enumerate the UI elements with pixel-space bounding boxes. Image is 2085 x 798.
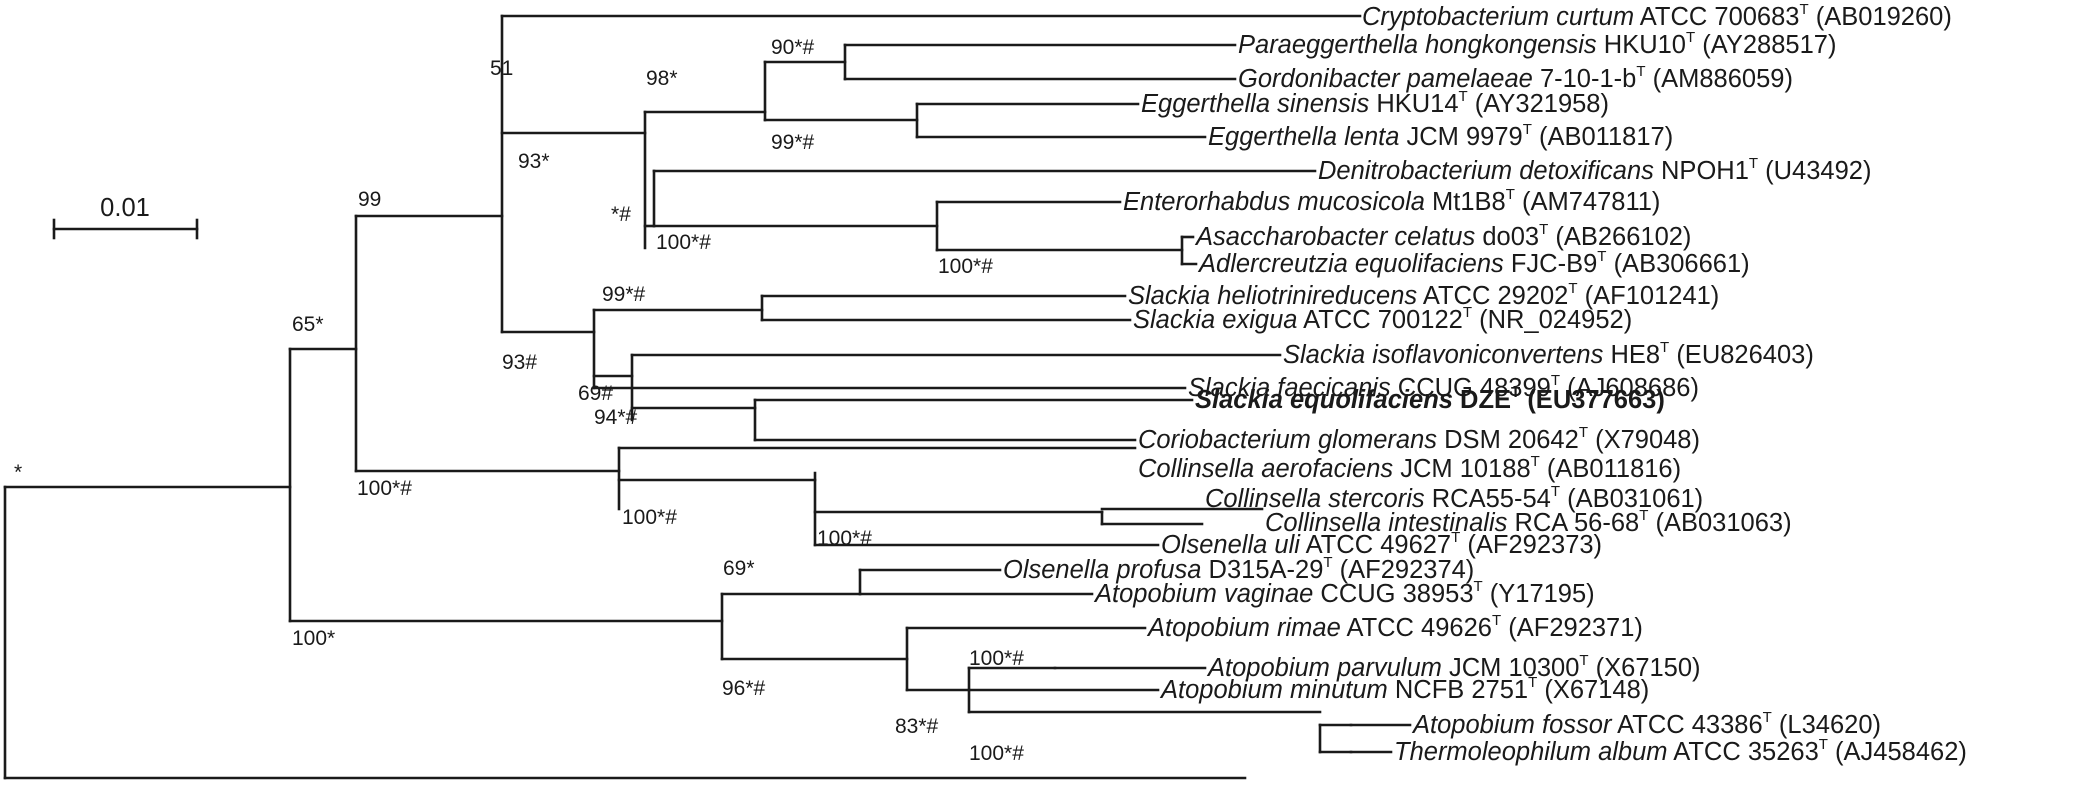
tree-branches — [3, 14, 1412, 780]
taxon-label: Olsenella uli ATCC 49627T (AF292373) — [1161, 520, 1602, 559]
taxon-labels: Cryptobacterium curtum ATCC 700683T (AB0… — [1003, 0, 1967, 766]
support-label: 100* — [292, 627, 335, 650]
taxon-label: Cryptobacterium curtum ATCC 700683T (AB0… — [1362, 0, 1952, 31]
taxon-label: Collinsella intestinalis RCA 56-68T (AB0… — [1265, 498, 1792, 537]
taxon-label: Collinsella aerofaciens JCM 10188T (AB01… — [1138, 444, 1681, 483]
support-label: 98* — [646, 67, 678, 90]
taxon-label: Slackia faecicanis CCUG 48399T (AJ608686… — [1188, 363, 1699, 402]
support-label: 96*# — [722, 677, 766, 700]
taxon-label: Eggerthella lenta JCM 9979T (AB011817) — [1208, 112, 1673, 151]
scale-bar-label: 0.01 — [100, 194, 150, 222]
support-label: * — [14, 461, 22, 484]
taxon-label: Slackia heliotrinireducens ATCC 29202T (… — [1128, 271, 1719, 310]
support-label: 83*# — [895, 715, 939, 738]
support-label: 99 — [358, 188, 381, 211]
support-label: 100*# — [969, 647, 1024, 670]
support-label: 99*# — [771, 131, 815, 154]
support-label: 65* — [292, 313, 324, 336]
support-label: 94*# — [594, 406, 638, 429]
support-label: 100*# — [817, 527, 872, 550]
taxon-label-highlighted: Slackia equolifaciens DZET (EU377663) — [1195, 375, 1665, 414]
taxon-label: Collinsella stercoris RCA55-54T (AB03106… — [1205, 474, 1703, 513]
support-label: 100*# — [969, 742, 1024, 765]
taxon-label: Asaccharobacter celatus do03T (AB266102) — [1194, 212, 1691, 251]
taxon-label: Adlercreutzia equolifaciens FJC-B9T (AB3… — [1197, 239, 1750, 278]
support-label: 69* — [723, 557, 755, 580]
support-label: 99*# — [602, 283, 646, 306]
taxon-label: Paraeggerthella hongkongensis HKU10T (AY… — [1238, 20, 1836, 59]
taxon-label: Olsenella profusa D315A-29T (AF292374) — [1003, 545, 1474, 584]
taxon-label: Slackia isoflavoniconvertens HE8T (EU826… — [1283, 330, 1814, 369]
support-label: 100*# — [622, 506, 677, 529]
taxon-label: Atopobium fossor ATCC 43386T (L34620) — [1411, 700, 1881, 739]
support-label: 51 — [490, 57, 513, 80]
support-label: 93# — [502, 351, 537, 374]
taxon-label: Eggerthella sinensis HKU14T (AY321958) — [1141, 79, 1609, 118]
taxon-label: Atopobium rimae ATCC 49626T (AF292371) — [1146, 603, 1643, 642]
taxon-label: Thermoleophilum album ATCC 35263T (AJ458… — [1394, 727, 1967, 766]
support-label: 100*# — [656, 231, 711, 254]
support-values: * 65* 99 51 93* 98* 90*# 99*# *# 100*# 1… — [14, 36, 1024, 765]
support-label: 100*# — [357, 477, 412, 500]
taxon-label: Atopobium minutum NCFB 2751T (X67148) — [1159, 665, 1649, 704]
taxon-label: Atopobium parvulum JCM 10300T (X67150) — [1206, 643, 1701, 682]
taxon-label: Slackia exigua ATCC 700122T (NR_024952) — [1133, 295, 1632, 334]
taxon-label: Denitrobacterium detoxificans NPOH1T (U4… — [1318, 146, 1871, 185]
support-label: 100*# — [938, 255, 993, 278]
taxon-label: Enterorhabdus mucosicola Mt1B8T (AM74781… — [1123, 177, 1660, 216]
support-label: *# — [611, 203, 631, 226]
taxon-label: Coriobacterium glomerans DSM 20642T (X79… — [1138, 415, 1700, 454]
taxon-label: Gordonibacter pamelaeae 7-10-1-bT (AM886… — [1238, 54, 1793, 93]
support-label: 69# — [578, 382, 613, 405]
support-label: 93* — [518, 150, 550, 173]
support-label: 90*# — [771, 36, 815, 59]
taxon-label: Atopobium vaginae CCUG 38953T (Y17195) — [1093, 569, 1595, 608]
scale-bar: 0.01 — [52, 194, 199, 240]
